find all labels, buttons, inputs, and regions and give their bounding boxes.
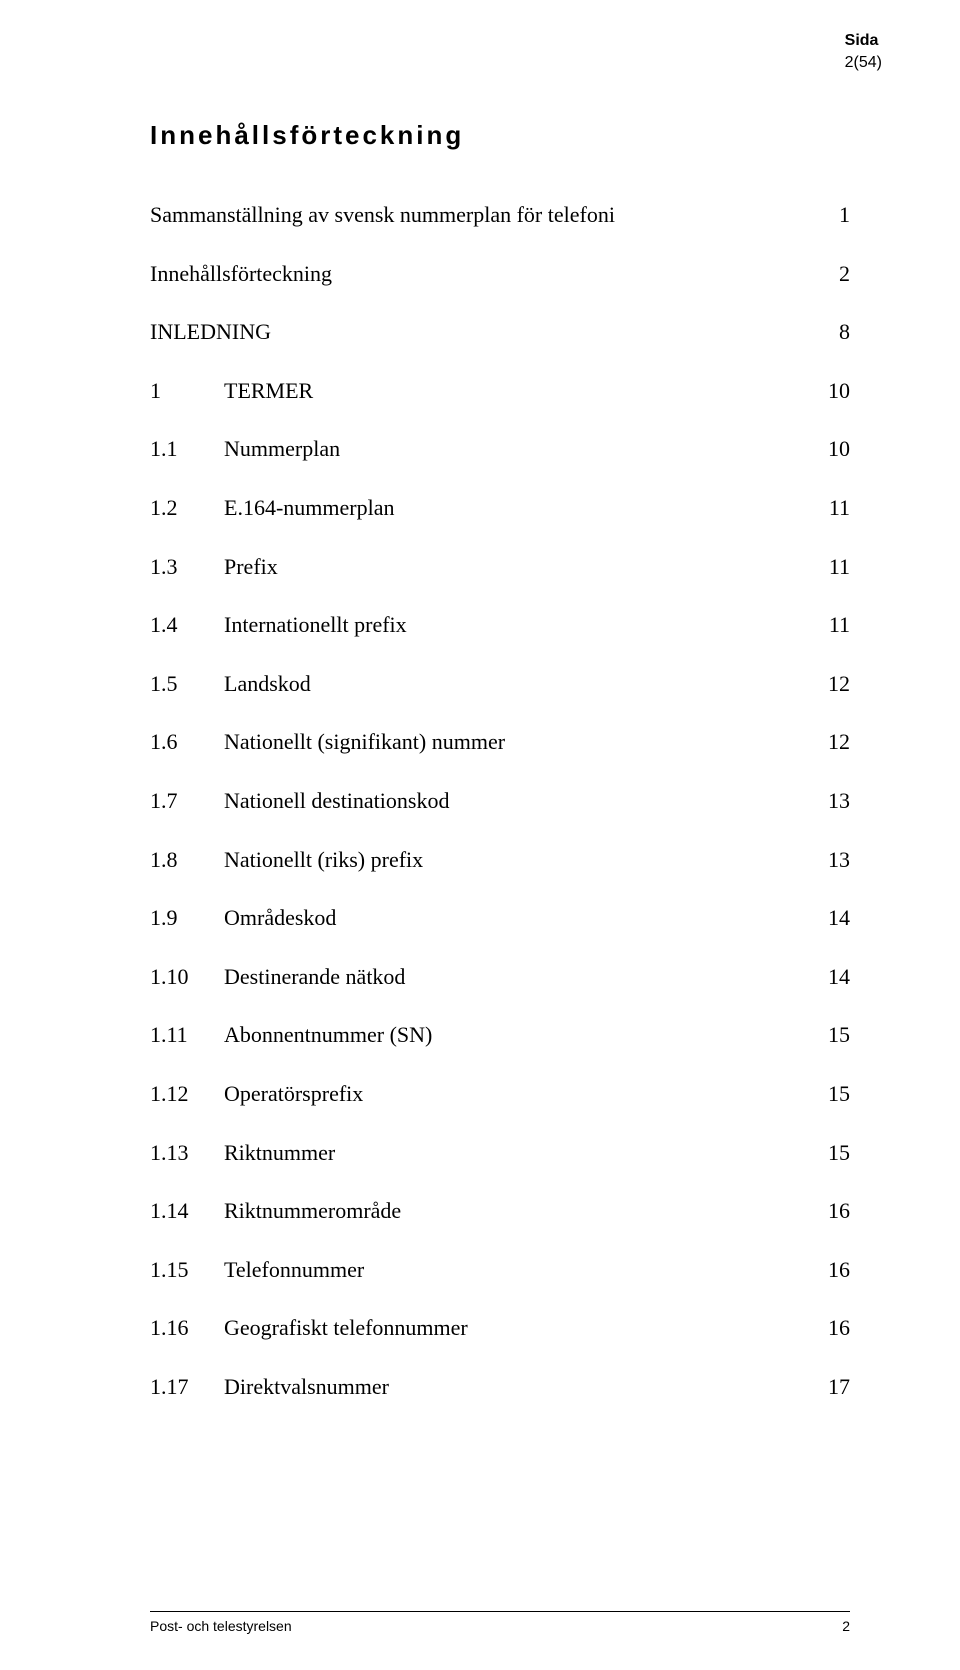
- toc-entry-label: Geografiskt telefonnummer: [224, 1314, 790, 1343]
- header-sida-label: Sida: [845, 30, 882, 52]
- toc-entry-page: 15: [790, 1080, 850, 1109]
- toc-entry-label: Direktvalsnummer: [224, 1373, 790, 1402]
- toc-entry-page: 2: [790, 260, 850, 289]
- toc-entry-page: 11: [790, 494, 850, 523]
- toc-row: 1.17 Direktvalsnummer17: [150, 1373, 850, 1402]
- toc-entry-label: Riktnummerområde: [224, 1197, 790, 1226]
- toc-entry-label: Abonnentnummer (SN): [224, 1021, 790, 1050]
- page: Sida 2(54) Innehållsförteckning Sammanst…: [0, 0, 960, 1670]
- toc-entry-page: 14: [790, 963, 850, 992]
- toc-entry-page: 12: [790, 670, 850, 699]
- toc-entry-number: 1.13: [150, 1139, 214, 1168]
- toc-row: 1.10 Destinerande nätkod14: [150, 963, 850, 992]
- toc-entry-label: Nationellt (riks) prefix: [224, 846, 790, 875]
- toc-row: 1 TERMER10: [150, 377, 850, 406]
- toc-entry-number: 1.14: [150, 1197, 214, 1226]
- page-footer: Post- och telestyrelsen 2: [150, 1611, 850, 1634]
- footer-rule: [150, 1611, 850, 1612]
- toc-entry-label: Prefix: [224, 553, 790, 582]
- toc-row: Innehållsförteckning2: [150, 260, 850, 289]
- toc-entry-number: 1.11: [150, 1021, 214, 1050]
- toc-entry-page: 11: [790, 553, 850, 582]
- toc-row: 1.5 Landskod12: [150, 670, 850, 699]
- toc-entry-page: 12: [790, 728, 850, 757]
- toc-row: 1.16 Geografiskt telefonnummer16: [150, 1314, 850, 1343]
- toc-entry-number: 1.10: [150, 963, 214, 992]
- toc-entry-number: 1.4: [150, 611, 214, 640]
- table-of-contents: Sammanställning av svensk nummerplan för…: [150, 201, 850, 1401]
- toc-entry-label: Telefonnummer: [224, 1256, 790, 1285]
- toc-entry-number: 1.15: [150, 1256, 214, 1285]
- toc-row: 1.11 Abonnentnummer (SN)15: [150, 1021, 850, 1050]
- toc-entry-number: 1: [150, 377, 214, 406]
- toc-row: 1.1 Nummerplan10: [150, 435, 850, 464]
- toc-row: 1.3 Prefix11: [150, 553, 850, 582]
- footer-page-number: 2: [842, 1618, 850, 1634]
- toc-row: Sammanställning av svensk nummerplan för…: [150, 201, 850, 230]
- toc-entry-number: 1.5: [150, 670, 214, 699]
- toc-entry-page: 10: [790, 377, 850, 406]
- toc-row: INLEDNING8: [150, 318, 850, 347]
- toc-entry-page: 8: [790, 318, 850, 347]
- toc-entry-label: TERMER: [224, 377, 790, 406]
- toc-entry-label: Internationellt prefix: [224, 611, 790, 640]
- toc-entry-number: 1.3: [150, 553, 214, 582]
- toc-entry-number: 1.8: [150, 846, 214, 875]
- header-page-indicator: 2(54): [845, 52, 882, 74]
- toc-entry-label: Nationell destinationskod: [224, 787, 790, 816]
- toc-row: 1.4 Internationellt prefix11: [150, 611, 850, 640]
- page-header: Sida 2(54): [845, 30, 882, 73]
- toc-entry-page: 15: [790, 1139, 850, 1168]
- toc-row: 1.8 Nationellt (riks) prefix13: [150, 846, 850, 875]
- toc-entry-page: 16: [790, 1197, 850, 1226]
- toc-row: 1.12 Operatörsprefix15: [150, 1080, 850, 1109]
- toc-entry-page: 16: [790, 1256, 850, 1285]
- toc-entry-label: Nummerplan: [224, 435, 790, 464]
- toc-entry-number: 1.16: [150, 1314, 214, 1343]
- toc-entry-label: Destinerande nätkod: [224, 963, 790, 992]
- toc-row: 1.13 Riktnummer15: [150, 1139, 850, 1168]
- toc-row: 1.14 Riktnummerområde16: [150, 1197, 850, 1226]
- toc-entry-page: 11: [790, 611, 850, 640]
- toc-entry-label: Operatörsprefix: [224, 1080, 790, 1109]
- toc-entry-label: Riktnummer: [224, 1139, 790, 1168]
- toc-entry-page: 16: [790, 1314, 850, 1343]
- toc-entry-page: 13: [790, 787, 850, 816]
- toc-entry-number: 1.17: [150, 1373, 214, 1402]
- toc-entry-label: Sammanställning av svensk nummerplan för…: [150, 201, 790, 230]
- toc-entry-label: Landskod: [224, 670, 790, 699]
- toc-row: 1.2 E.164-nummerplan11: [150, 494, 850, 523]
- toc-entry-number: 1.9: [150, 904, 214, 933]
- toc-entry-page: 13: [790, 846, 850, 875]
- toc-row: 1.7 Nationell destinationskod13: [150, 787, 850, 816]
- toc-entry-label: INLEDNING: [150, 318, 790, 347]
- toc-entry-label: Innehållsförteckning: [150, 260, 790, 289]
- toc-entry-number: 1.7: [150, 787, 214, 816]
- toc-entry-page: 17: [790, 1373, 850, 1402]
- toc-entry-page: 14: [790, 904, 850, 933]
- toc-entry-label: E.164-nummerplan: [224, 494, 790, 523]
- footer-org: Post- och telestyrelsen: [150, 1618, 292, 1634]
- toc-row: 1.9 Områdeskod14: [150, 904, 850, 933]
- toc-entry-label: Nationellt (signifikant) nummer: [224, 728, 790, 757]
- toc-row: 1.15 Telefonnummer16: [150, 1256, 850, 1285]
- toc-entry-number: 1.6: [150, 728, 214, 757]
- footer-line: Post- och telestyrelsen 2: [150, 1618, 850, 1634]
- toc-entry-page: 10: [790, 435, 850, 464]
- toc-entry-page: 15: [790, 1021, 850, 1050]
- page-title: Innehållsförteckning: [150, 120, 850, 151]
- toc-entry-label: Områdeskod: [224, 904, 790, 933]
- toc-entry-number: 1.2: [150, 494, 214, 523]
- toc-entry-number: 1.1: [150, 435, 214, 464]
- toc-entry-number: 1.12: [150, 1080, 214, 1109]
- toc-entry-page: 1: [790, 201, 850, 230]
- toc-row: 1.6 Nationellt (signifikant) nummer12: [150, 728, 850, 757]
